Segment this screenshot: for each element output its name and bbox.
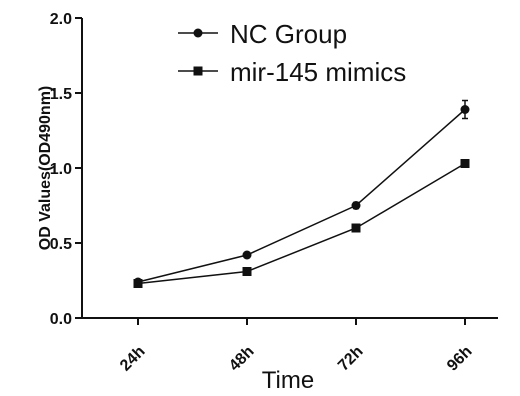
legend-label-mimics: mir-145 mimics xyxy=(230,57,406,87)
legend: NC Group mir-145 mimics xyxy=(178,19,406,87)
y-tick-label: 1.5 xyxy=(50,86,72,103)
y-tick-label: 0.5 xyxy=(50,236,72,253)
y-ticks: 0.0 0.5 1.0 1.5 2.0 xyxy=(50,11,82,328)
y-tick-label: 0.0 xyxy=(50,311,72,328)
legend-marker-mimics xyxy=(193,66,203,76)
series-mir-145-mimics xyxy=(133,159,470,288)
x-tick-label: 72h xyxy=(335,343,367,375)
x-tick-label: 96h xyxy=(444,343,476,375)
y-axis-title: OD Values(OD490nm) xyxy=(37,86,54,251)
data-point xyxy=(460,105,470,114)
series-nc-group xyxy=(133,99,470,287)
data-point xyxy=(133,279,143,288)
data-point xyxy=(460,159,470,168)
legend-label-nc: NC Group xyxy=(230,19,347,49)
x-tick-label: 24h xyxy=(117,343,149,375)
x-tick-label: 48h xyxy=(226,343,258,375)
series-line xyxy=(137,162,466,285)
data-point xyxy=(351,223,361,233)
data-point xyxy=(351,201,361,210)
legend-marker-nc xyxy=(193,28,203,38)
data-point xyxy=(242,267,252,276)
y-tick-label: 2.0 xyxy=(50,11,72,28)
series-layer xyxy=(133,99,470,288)
x-axis-title: Time xyxy=(262,367,314,394)
y-tick-label: 1.0 xyxy=(50,161,72,178)
data-point xyxy=(242,250,252,260)
series-line xyxy=(137,108,466,283)
